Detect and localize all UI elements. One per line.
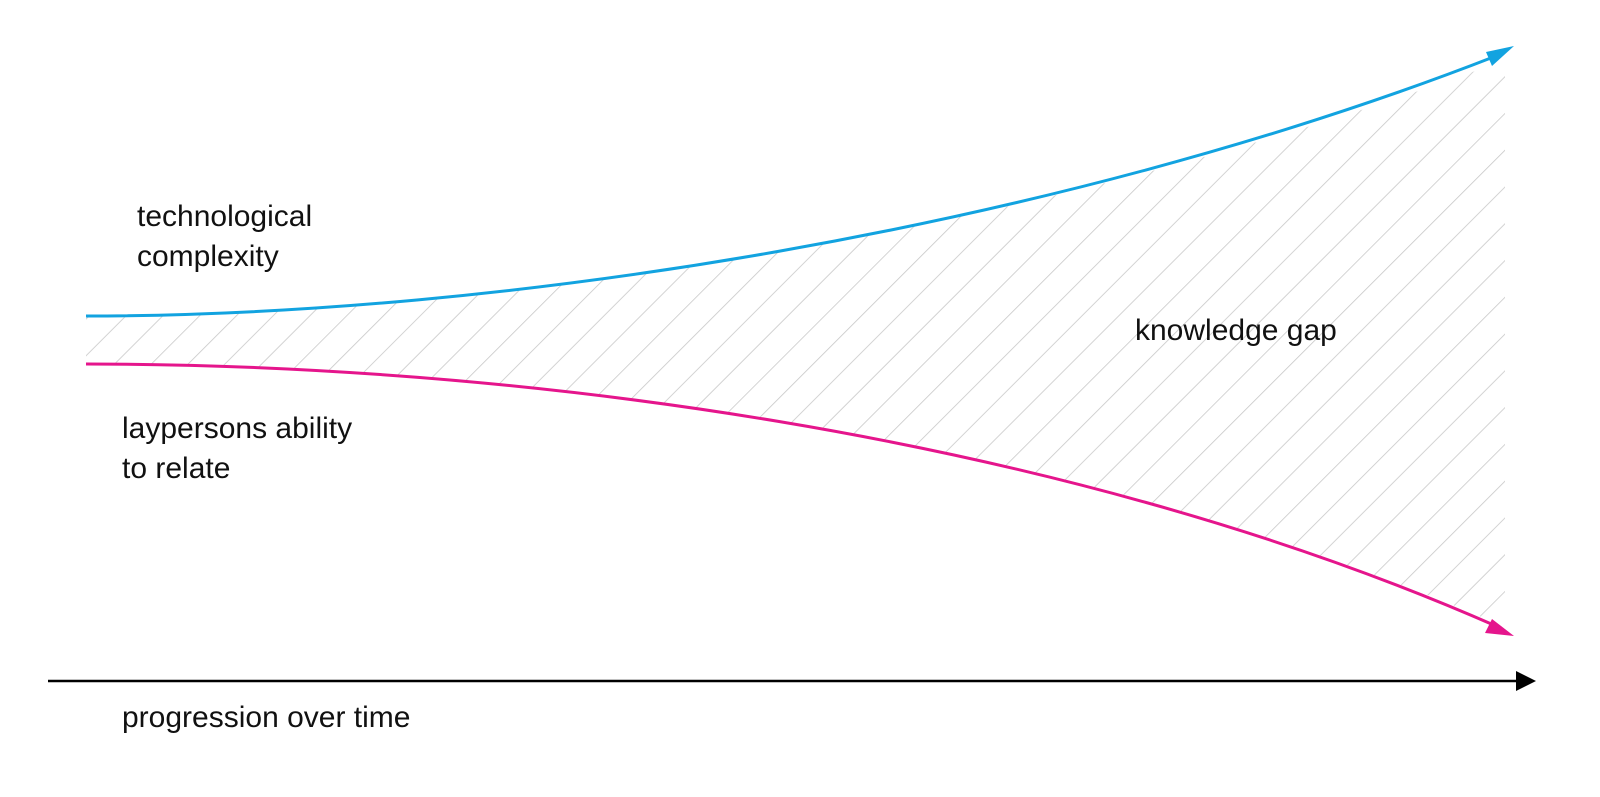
laypersons-ability-label-line1: laypersons ability	[122, 412, 353, 445]
technological-complexity-label-line1: technological	[137, 200, 313, 233]
technological-complexity-label-line2: complexity	[137, 240, 279, 273]
laypersons-ability-label: laypersons ability to relate	[122, 409, 352, 489]
knowledge-gap-label: knowledge gap	[1135, 314, 1337, 347]
technological-complexity-label: technological complexity	[137, 197, 312, 277]
time-axis-arrowhead	[1516, 671, 1536, 691]
laypersons-ability-arrowhead	[1485, 619, 1514, 636]
technological-complexity-curve	[85, 54, 1497, 318]
time-axis-label: progression over time	[122, 701, 411, 734]
technological-complexity-arrowhead	[1486, 46, 1514, 66]
laypersons-ability-curve	[85, 362, 1497, 628]
laypersons-ability-label-line2: to relate	[122, 452, 231, 485]
